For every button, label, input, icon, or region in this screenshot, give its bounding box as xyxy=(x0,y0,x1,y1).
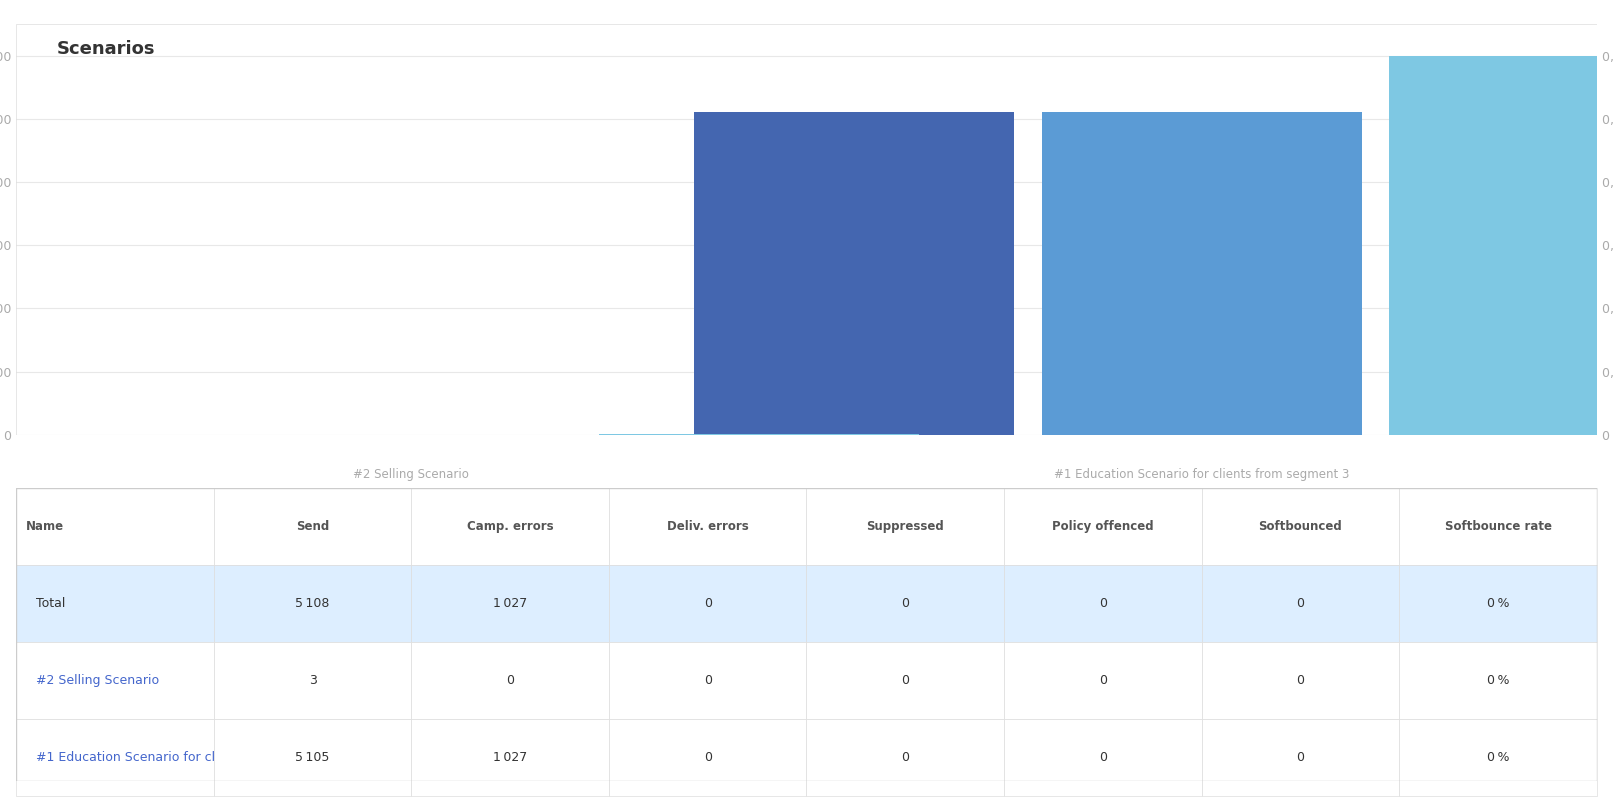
Bar xyxy=(1042,112,1361,435)
Text: #2 Selling Scenario: #2 Selling Scenario xyxy=(353,468,469,481)
Text: Scenarios: Scenarios xyxy=(56,40,155,58)
Bar xyxy=(16,24,1597,435)
Bar xyxy=(1389,56,1613,435)
Bar xyxy=(694,112,1015,435)
Text: #1 Education Scenario for clients from segment 3: #1 Education Scenario for clients from s… xyxy=(1053,468,1350,481)
